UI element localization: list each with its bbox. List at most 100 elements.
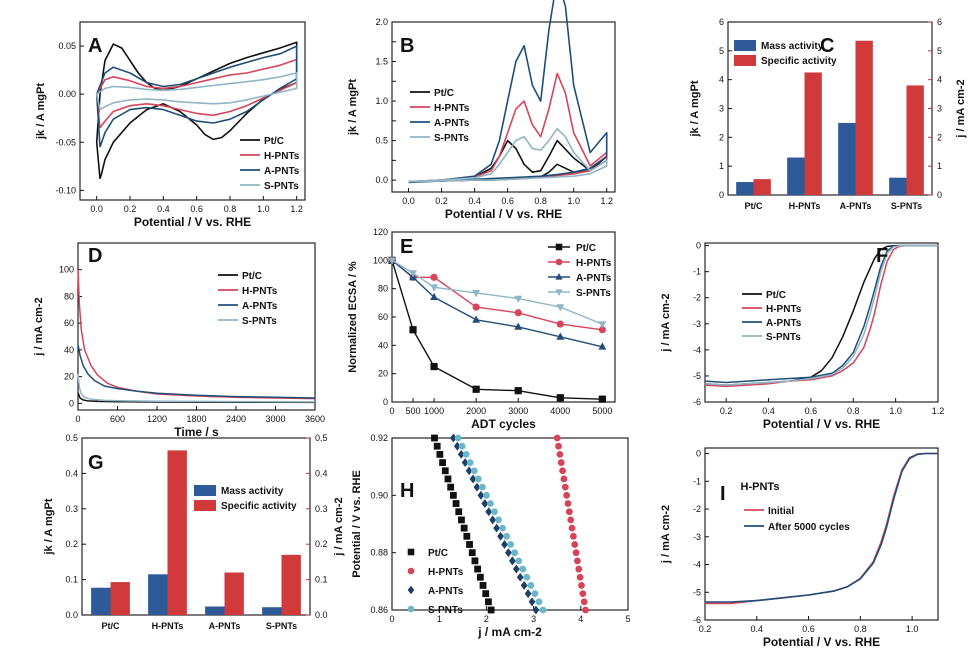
x-tick-label: 1.0 (889, 406, 902, 416)
y-axis-label: jk / A mgPt (43, 498, 55, 555)
data-point-apnts (516, 572, 524, 582)
legend-label: A-PNTs (434, 118, 470, 129)
y-tick-label-right: 2 (937, 132, 942, 142)
data-point-hpnts (564, 500, 572, 507)
legend-marker (407, 605, 415, 613)
x-tick-label: 5000 (592, 406, 612, 416)
y-tick-label: 100 (373, 255, 388, 265)
panel-letter-h: H (400, 480, 414, 502)
data-point-hpnts (579, 590, 587, 598)
x-tick-label: 0.0 (90, 204, 103, 214)
category-label: Pt/C (102, 621, 121, 631)
x-axis-label: Time / s (174, 425, 219, 439)
y-axis-label: Normalized ECSA / % (347, 261, 359, 373)
y-tick-label-right: 0.5 (315, 433, 328, 443)
data-point-ptc (487, 606, 495, 614)
data-point-ptc (463, 532, 471, 540)
x-tick-label: 0.4 (751, 624, 764, 634)
data-point-apnts (473, 482, 481, 492)
data-point-apnts (501, 540, 508, 549)
data-point (556, 394, 564, 402)
y-tick-label: 20 (64, 372, 74, 382)
legend-label: Pt/C (766, 290, 786, 301)
y-tick-label: 0.86 (370, 605, 388, 615)
x-axis-label: Potential / V vs. RHE (445, 207, 562, 221)
data-point (514, 322, 523, 330)
data-point-hpnts (574, 557, 581, 565)
bar-specific-activity (906, 85, 924, 195)
y-tick-label: 40 (64, 345, 74, 355)
legend-label: After 5000 cycles (768, 522, 850, 533)
panel-letter-d: D (88, 245, 102, 267)
data-point-apnts (481, 499, 489, 508)
y-tick-label-right: 0.4 (315, 468, 328, 478)
data-point-spnts (539, 606, 547, 614)
x-tick-label: 1800 (186, 414, 206, 424)
data-point-ptc (455, 508, 463, 516)
x-tick-label: 0.2 (699, 624, 712, 634)
data-point-hpnts (568, 524, 576, 532)
y-tick-label: -1 (693, 267, 701, 277)
data-point (556, 304, 565, 312)
y-tick-label-right: 0.3 (315, 504, 328, 514)
category-label: S-PNTs (891, 201, 922, 211)
data-point (598, 395, 606, 403)
y-tick-label: 0.3 (65, 504, 78, 514)
y-tick-label: 0 (383, 397, 388, 407)
y-tick-label-right: 6 (937, 17, 942, 27)
data-point-ptc (436, 450, 444, 458)
data-point-apnts (449, 433, 457, 443)
bar-specific-activity (110, 582, 130, 615)
data-point-hpnts (561, 483, 569, 491)
panel-a: 0.0 0.2 0.4 0.6 0.8 1.0 1.2 -0.10 -0.05 0.00 0.05 A… (35, 21, 306, 229)
annotation-label: H-PNTs (741, 481, 780, 493)
series-line-spnts (704, 244, 938, 386)
y-tick-label: 60 (378, 312, 388, 322)
x-axis-label: Potential / V vs. RHE (763, 417, 880, 431)
y-tick-label: 0.05 (58, 41, 76, 51)
panel-e: 0 500 1000 2000 3000 4000 5000 0 20 40 60 80 100 120 E… (347, 227, 616, 431)
data-point-ptc (433, 442, 441, 450)
panel-c: 0 1 2 3 4 5 6 0 1 2 3 4 5 6 Pt/C H-PNTs A-PNTs S-PNTs Cjk … (689, 17, 967, 211)
data-point (472, 315, 481, 323)
bar-mass-activity (787, 157, 805, 195)
y-tick-label-right: 5 (937, 46, 942, 56)
legend-label: Pt/C (242, 271, 262, 282)
y-tick-label: 0.92 (370, 433, 388, 443)
series-line-apnts (77, 344, 316, 399)
y-tick-label: -6 (693, 615, 701, 625)
data-point-ptc (449, 491, 457, 499)
y-tick-label: 40 (378, 340, 388, 350)
data-point-apnts (453, 441, 461, 451)
y-tick-label: 1.0 (375, 96, 388, 106)
category-label: A-PNTs (209, 621, 241, 631)
y-tick-label: 3 (719, 104, 724, 114)
data-point-apnts (477, 490, 485, 500)
legend-marker (555, 258, 563, 266)
series-line-apnts (704, 244, 938, 384)
series-line-hpnts (95, 58, 298, 129)
legend-label: H-PNTs (428, 567, 464, 578)
panel-letter-i: I (720, 483, 726, 505)
series-line-spnts (95, 72, 298, 111)
data-point-ptc (468, 549, 476, 557)
y-tick-label: 0.0 (65, 610, 78, 620)
data-point-ptc (447, 483, 455, 491)
x-tick-label: 1200 (147, 414, 167, 424)
legend-swatch (734, 40, 756, 51)
bar-specific-activity (281, 554, 301, 615)
data-point-apnts (512, 564, 520, 574)
x-tick-label: 0.6 (802, 624, 815, 634)
data-point (556, 320, 564, 328)
data-point-apnts (465, 466, 473, 476)
legend-label: H-PNTs (264, 151, 300, 162)
data-point-hpnts (560, 475, 568, 483)
legend-label: A-PNTs (428, 586, 464, 597)
data-point (388, 257, 396, 265)
y-tick-label: 0 (696, 241, 701, 251)
y-axis-label: Potential / V vs. RHE (351, 470, 363, 578)
data-point-hpnts (580, 598, 588, 606)
y-axis-label: j / mA cm-2 (333, 497, 345, 556)
data-point-spnts (535, 598, 543, 606)
data-point-spnts (466, 459, 474, 466)
